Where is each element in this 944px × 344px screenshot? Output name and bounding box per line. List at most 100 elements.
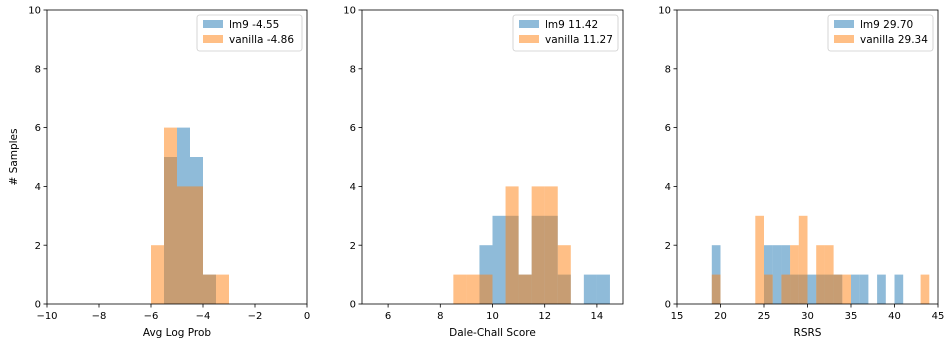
y-tick-label: 6 [350, 123, 356, 134]
x-tick-label: 12 [538, 311, 551, 322]
x-tick-label: −6 [144, 311, 159, 322]
chart-panel-2: 6 8 10 12 14 0 2 4 6 8 10 Dale-Chall Score lm9 11.42… [343, 6, 624, 339]
legend: lm9 -4.55 vanilla -4.86 [196, 14, 303, 52]
legend-swatch-vanilla [519, 35, 539, 43]
series-vanilla [711, 215, 930, 304]
x-tick-label: 10 [486, 311, 499, 322]
histogram-bar [216, 274, 229, 304]
x-tick-label: 40 [888, 311, 901, 322]
histogram-bar [583, 274, 597, 304]
legend-box [512, 14, 619, 52]
histogram-bar [479, 274, 493, 304]
histogram-bar [596, 274, 610, 304]
histogram-bar [781, 274, 791, 304]
histogram-bar [190, 186, 203, 304]
y-tick-label: 2 [350, 241, 356, 252]
series-vanilla [151, 127, 229, 304]
chart-panel-3: 15 20 25 30 35 40 45 0 2 4 6 8 10 RSRS lm9 29.70 vanill… [658, 6, 944, 339]
x-axis-label: Avg Log Prob [143, 327, 212, 339]
y-tick-label: 6 [35, 123, 41, 134]
x-tick-label: 14 [591, 311, 604, 322]
x-tick-label: 45 [932, 311, 944, 322]
histogram-bar [505, 186, 519, 304]
x-tick-label: 6 [385, 311, 391, 322]
x-tick-label: −8 [92, 311, 107, 322]
x-tick-label: 35 [845, 311, 858, 322]
series-vanilla [453, 186, 571, 304]
y-tick-label: 2 [35, 241, 41, 252]
y-tick-label: 8 [35, 64, 41, 75]
histogram-bar [557, 245, 571, 304]
legend-swatch-vanilla [203, 35, 223, 43]
histogram-bar [859, 274, 869, 304]
histogram-bar [807, 274, 817, 304]
x-tick-label: 30 [801, 311, 814, 322]
histogram-bar [920, 274, 930, 304]
histogram-bar [177, 186, 190, 304]
histogram-bar [851, 274, 860, 304]
x-tick-label: 20 [714, 311, 727, 322]
legend: lm9 11.42 vanilla 11.27 [512, 14, 619, 52]
y-tick-label: 2 [665, 241, 671, 252]
y-tick-label: 4 [665, 182, 671, 193]
histogram-bar [833, 274, 843, 304]
histogram-bar [518, 274, 532, 304]
legend-entry-vanilla: vanilla 11.27 [545, 34, 613, 46]
x-tick-label: −10 [36, 311, 57, 322]
chart-panel-1: −10 −8 −6 −4 −2 0 0 2 4 6 8 10 Avg Log Prob # Samples… [8, 6, 310, 339]
axes-frame [46, 9, 308, 305]
y-tick-label: 8 [350, 64, 356, 75]
histogram-bar [164, 127, 177, 304]
y-tick-label: 0 [350, 300, 356, 311]
histogram-bar [755, 215, 764, 304]
y-tick-label: 0 [665, 300, 671, 311]
histogram-bar [764, 274, 773, 304]
y-tick-label: 0 [35, 300, 41, 311]
x-axis-label: Dale-Chall Score [449, 327, 536, 339]
y-tick-label: 8 [665, 64, 671, 75]
y-tick-label: 10 [28, 6, 41, 17]
histogram-bar [877, 274, 886, 304]
histogram-bar [842, 274, 851, 304]
legend-box [196, 14, 303, 52]
histogram-bar [894, 274, 904, 304]
histogram-bar [824, 245, 834, 304]
histogram-bar [492, 215, 506, 304]
legend: lm9 29.70 vanilla 29.34 [827, 14, 934, 52]
legend-swatch-lm9 [203, 20, 223, 28]
histogram-bar [772, 245, 782, 304]
y-axis-label: # Samples [8, 129, 20, 186]
y-tick-label: 4 [350, 182, 356, 193]
y-tick-label: 10 [658, 6, 671, 17]
legend-swatch-vanilla [834, 35, 854, 43]
legend-box [827, 14, 934, 52]
x-tick-label: 0 [304, 311, 310, 322]
histogram-bar [790, 245, 799, 304]
x-tick-label: 8 [437, 311, 443, 322]
legend-entry-lm9: lm9 29.70 [860, 19, 913, 31]
histogram-bar [453, 274, 467, 304]
legend-entry-vanilla: vanilla 29.34 [860, 34, 928, 46]
x-axis-label: RSRS [794, 327, 822, 339]
y-tick-label: 4 [35, 182, 41, 193]
histogram-bar [798, 215, 808, 304]
histogram-bar [544, 186, 558, 304]
legend-entry-vanilla: vanilla -4.86 [229, 34, 294, 46]
y-tick-label: 10 [343, 6, 356, 17]
histogram-bar [531, 186, 545, 304]
legend-swatch-lm9 [519, 20, 539, 28]
histogram-bar [816, 245, 825, 304]
y-tick-label: 6 [665, 123, 671, 134]
legend-entry-lm9: lm9 11.42 [545, 19, 598, 31]
x-tick-label: −4 [196, 311, 211, 322]
x-tick-label: 25 [758, 311, 771, 322]
histogram-bar [711, 274, 721, 304]
legend-swatch-lm9 [834, 20, 854, 28]
x-tick-label: −2 [248, 311, 263, 322]
histogram-bar [466, 274, 480, 304]
legend-entry-lm9: lm9 -4.55 [229, 19, 279, 31]
histogram-bar [151, 245, 164, 304]
x-tick-label: 15 [671, 311, 684, 322]
histogram-bar [203, 274, 216, 304]
